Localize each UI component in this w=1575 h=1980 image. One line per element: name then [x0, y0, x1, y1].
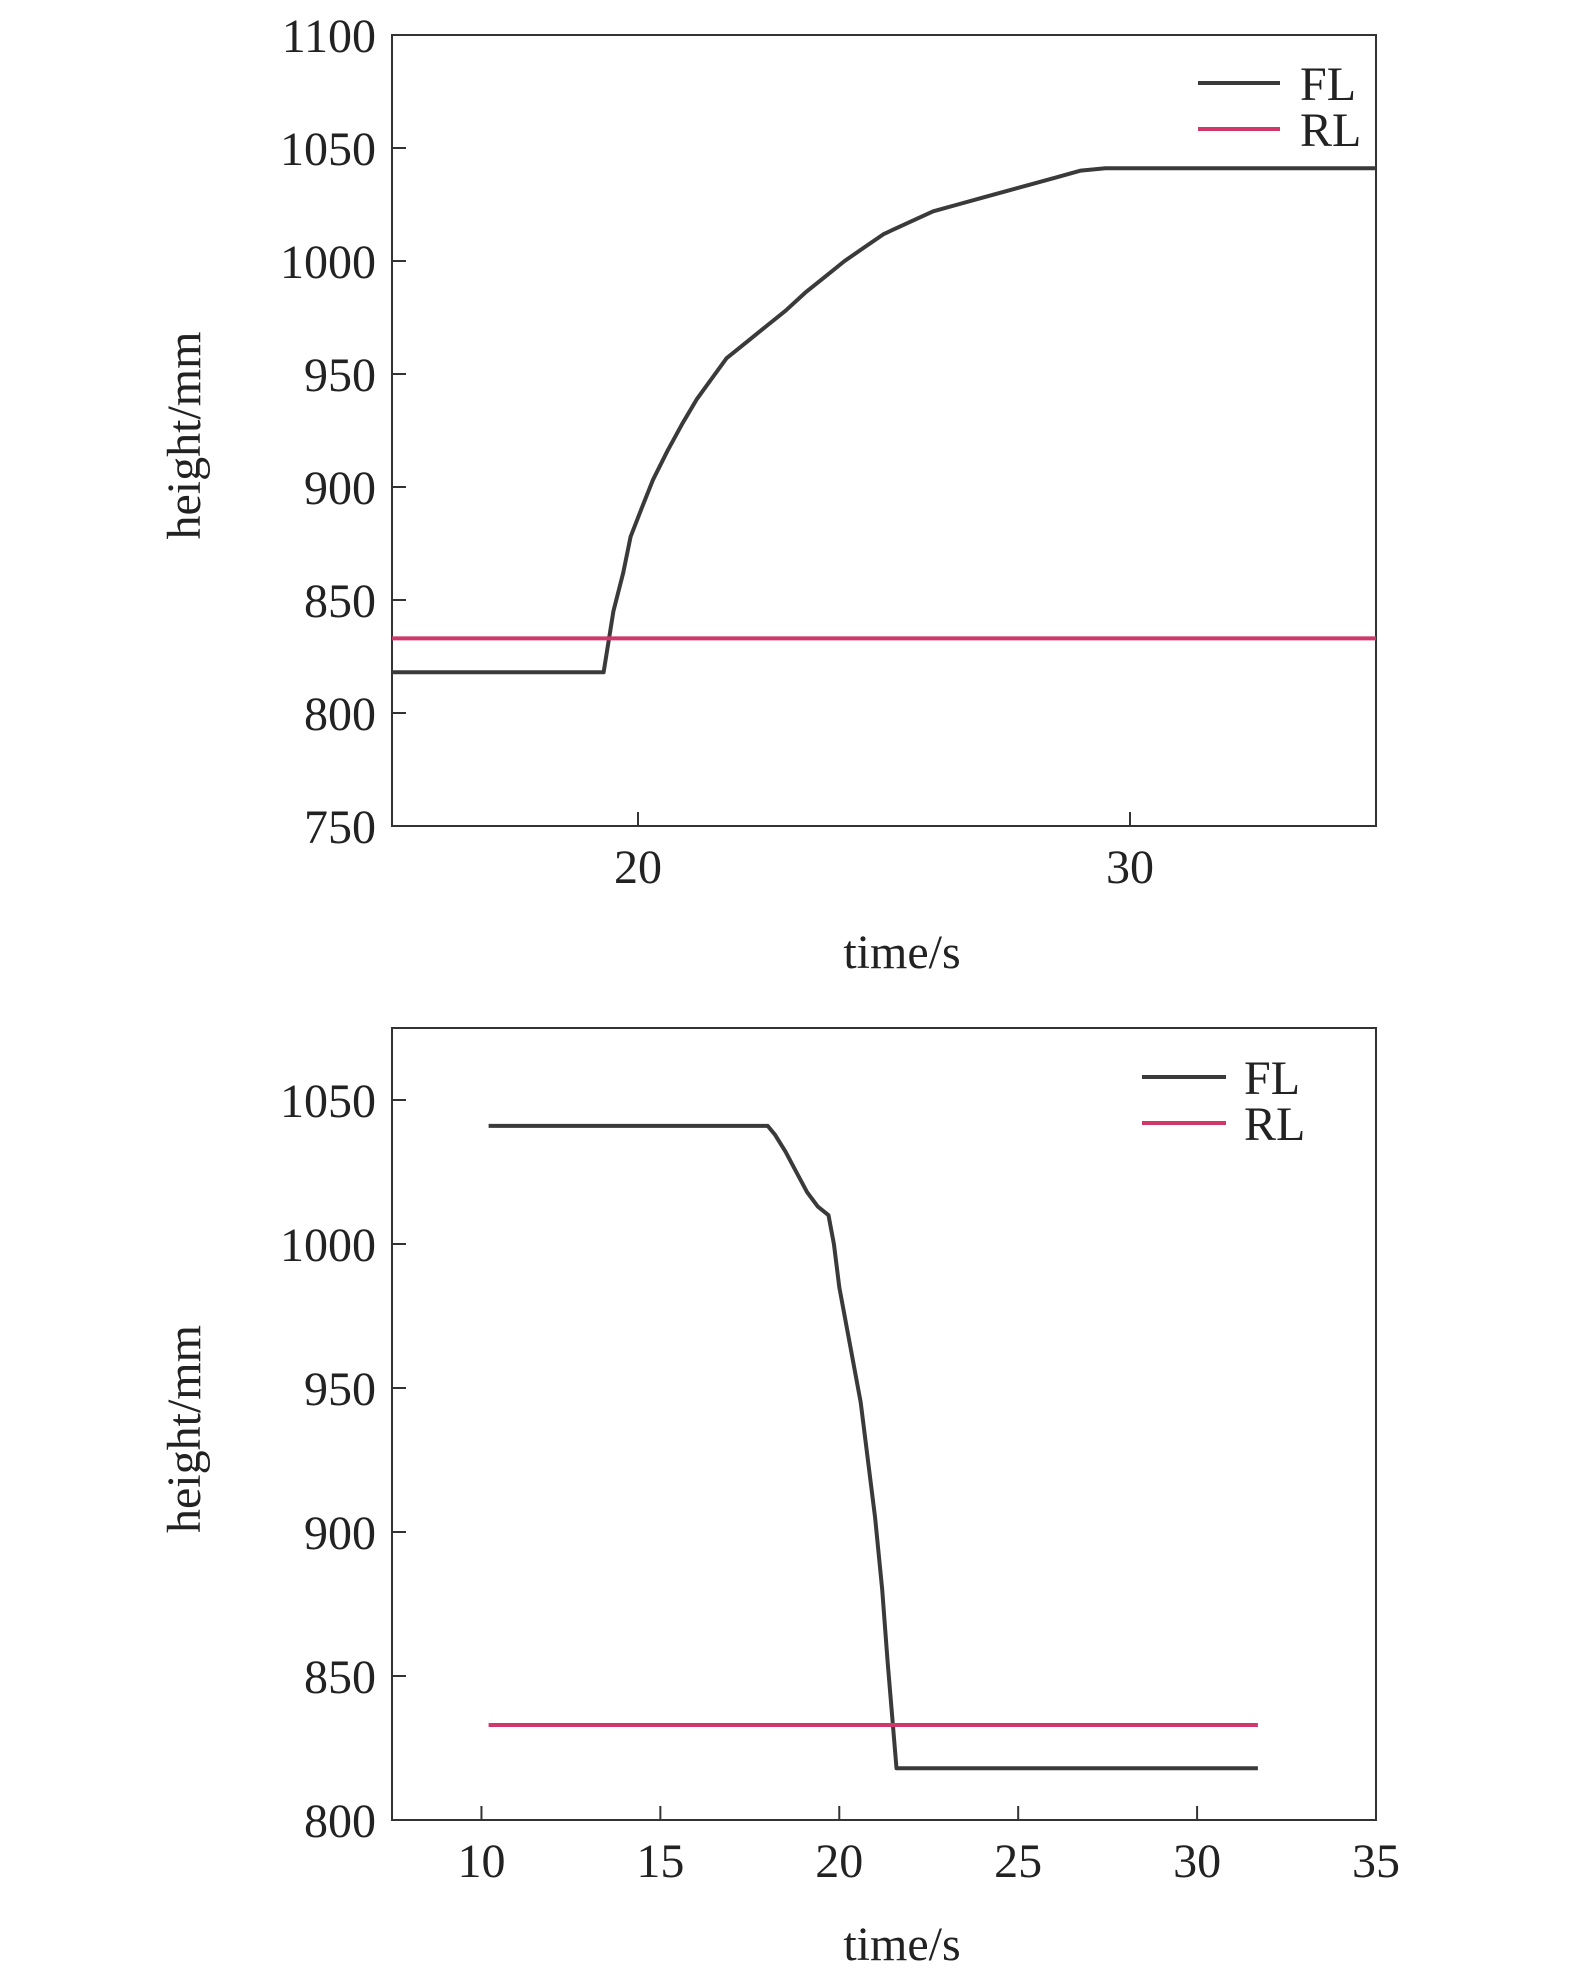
- legend-label-rl: RL: [1244, 1098, 1305, 1151]
- x-tick-label: 35: [1352, 1835, 1400, 1888]
- y-tick-label: 750: [304, 801, 376, 854]
- x-tick-label: 15: [636, 1835, 684, 1888]
- y-tick-label: 800: [304, 688, 376, 741]
- y-tick-label: 850: [304, 575, 376, 628]
- series-line-fl: [392, 166, 1376, 675]
- x-tick-label: 30: [1106, 841, 1154, 894]
- y-tick-label: 950: [304, 349, 376, 402]
- legend-label-fl: FL: [1300, 58, 1356, 111]
- plot-frame: [391, 1027, 1377, 1821]
- y-axis-label: height/mm: [158, 332, 211, 540]
- y-tick-label: 1000: [280, 1219, 376, 1272]
- x-tick-label: 20: [815, 1835, 863, 1888]
- y-tick-label: 1100: [282, 10, 376, 63]
- series-line-fl: [488, 1123, 1258, 1771]
- y-tick-label: 1000: [280, 236, 376, 289]
- plot-frame: [391, 34, 1377, 827]
- y-tick-label: 1050: [280, 1075, 376, 1128]
- y-tick-label: 900: [304, 1507, 376, 1560]
- y-axis-label: height/mm: [158, 1325, 211, 1533]
- x-axis-label: time/s: [843, 926, 960, 979]
- y-tick-label: 850: [304, 1651, 376, 1704]
- x-tick-label: 30: [1173, 1835, 1221, 1888]
- x-tick-label: 10: [457, 1835, 505, 1888]
- y-tick-label: 800: [304, 1795, 376, 1848]
- legend-label-fl: FL: [1244, 1052, 1300, 1105]
- legend-label-rl: RL: [1300, 104, 1361, 157]
- x-tick-label: 20: [614, 841, 662, 894]
- x-tick-label: 25: [994, 1835, 1042, 1888]
- y-tick-label: 900: [304, 462, 376, 515]
- y-tick-label: 1050: [280, 123, 376, 176]
- y-tick-label: 950: [304, 1363, 376, 1416]
- chart-2: 800 850 900 950 1000 1050 10 15 20 25 30 35 time/s he…: [158, 1027, 1400, 1971]
- chart-1: 750 800 850 900 950 1000 1050 1100 20 30 time/s hei…: [158, 10, 1377, 979]
- x-axis-label: time/s: [843, 1918, 960, 1971]
